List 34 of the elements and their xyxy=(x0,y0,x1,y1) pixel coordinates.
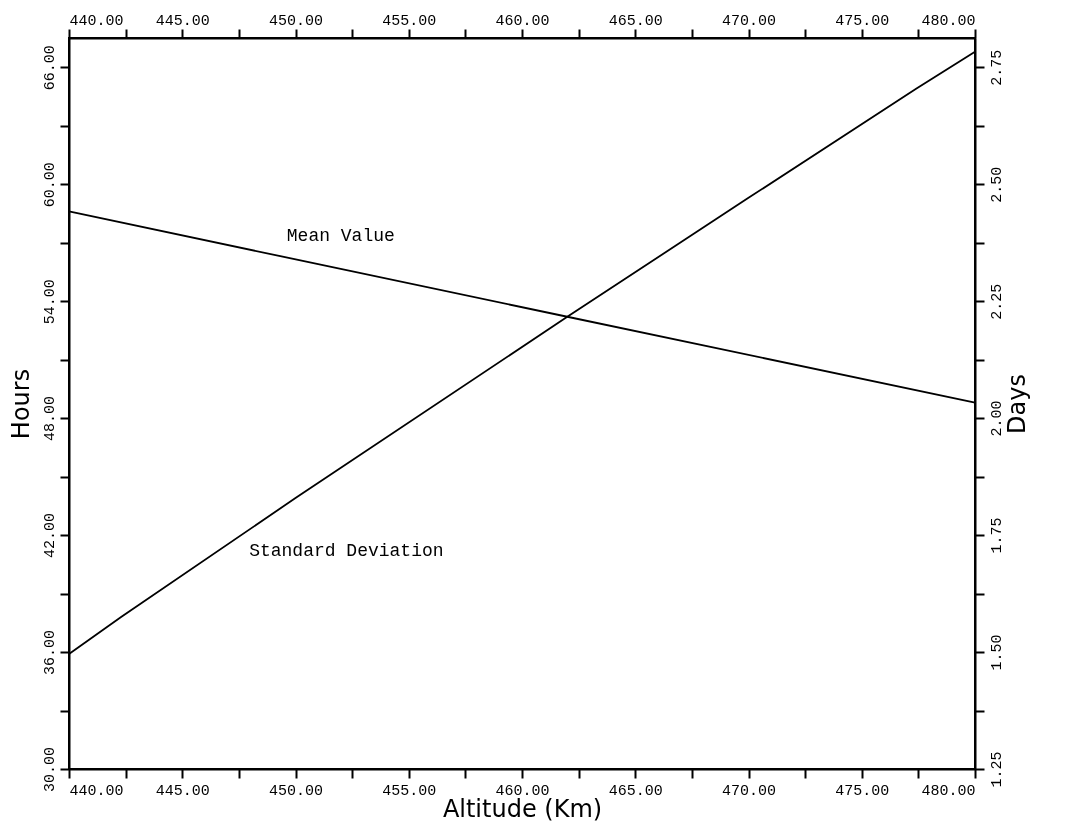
y2-tick-label: 2.50 xyxy=(988,166,1006,203)
x2-tick-label: 450.00 xyxy=(268,782,324,800)
y-tick-label: 48.00 xyxy=(41,396,59,442)
x-tick-label: 475.00 xyxy=(835,12,890,30)
x-axis-title: Altitude (Km) xyxy=(442,794,603,823)
x-tick-label: 445.00 xyxy=(155,12,210,30)
y-tick-label: 30.00 xyxy=(41,746,59,793)
x2-tick-label: 455.00 xyxy=(382,782,437,800)
x-tick-label: 465.00 xyxy=(608,12,663,30)
series-label: Standard Deviation xyxy=(249,541,444,562)
y-tick-label: 42.00 xyxy=(41,513,59,559)
y2-tick-label: 2.75 xyxy=(988,49,1006,86)
x-tick-label: 455.00 xyxy=(382,12,437,30)
series-label: Mean Value xyxy=(286,225,395,246)
y-tick-label: 66.00 xyxy=(41,45,59,91)
x2-tick-label: 470.00 xyxy=(721,782,777,800)
x2-tick-label: 475.00 xyxy=(835,782,890,800)
x-tick-label: 470.00 xyxy=(721,12,777,30)
x2-tick-label: 465.00 xyxy=(608,782,663,800)
y2-tick-label: 1.25 xyxy=(988,751,1006,788)
x-tick-label: 480.00 xyxy=(921,12,976,30)
y-tick-label: 54.00 xyxy=(41,279,59,325)
y2-tick-label: 2.25 xyxy=(988,283,1006,320)
x2-tick-label: 445.00 xyxy=(155,782,210,800)
x-tick-label: 450.00 xyxy=(268,12,324,30)
x-tick-label: 440.00 xyxy=(69,12,124,30)
x2-tick-label: 440.00 xyxy=(69,782,124,800)
y2-tick-label: 1.50 xyxy=(988,634,1006,671)
y2-tick-label: 1.75 xyxy=(988,517,1006,554)
y-axis-title: Hours xyxy=(6,368,35,440)
y-tick-label: 36.00 xyxy=(41,630,59,676)
x2-tick-label: 480.00 xyxy=(921,782,976,800)
x-tick-label: 460.00 xyxy=(495,12,550,30)
y-tick-label: 60.00 xyxy=(41,162,59,208)
